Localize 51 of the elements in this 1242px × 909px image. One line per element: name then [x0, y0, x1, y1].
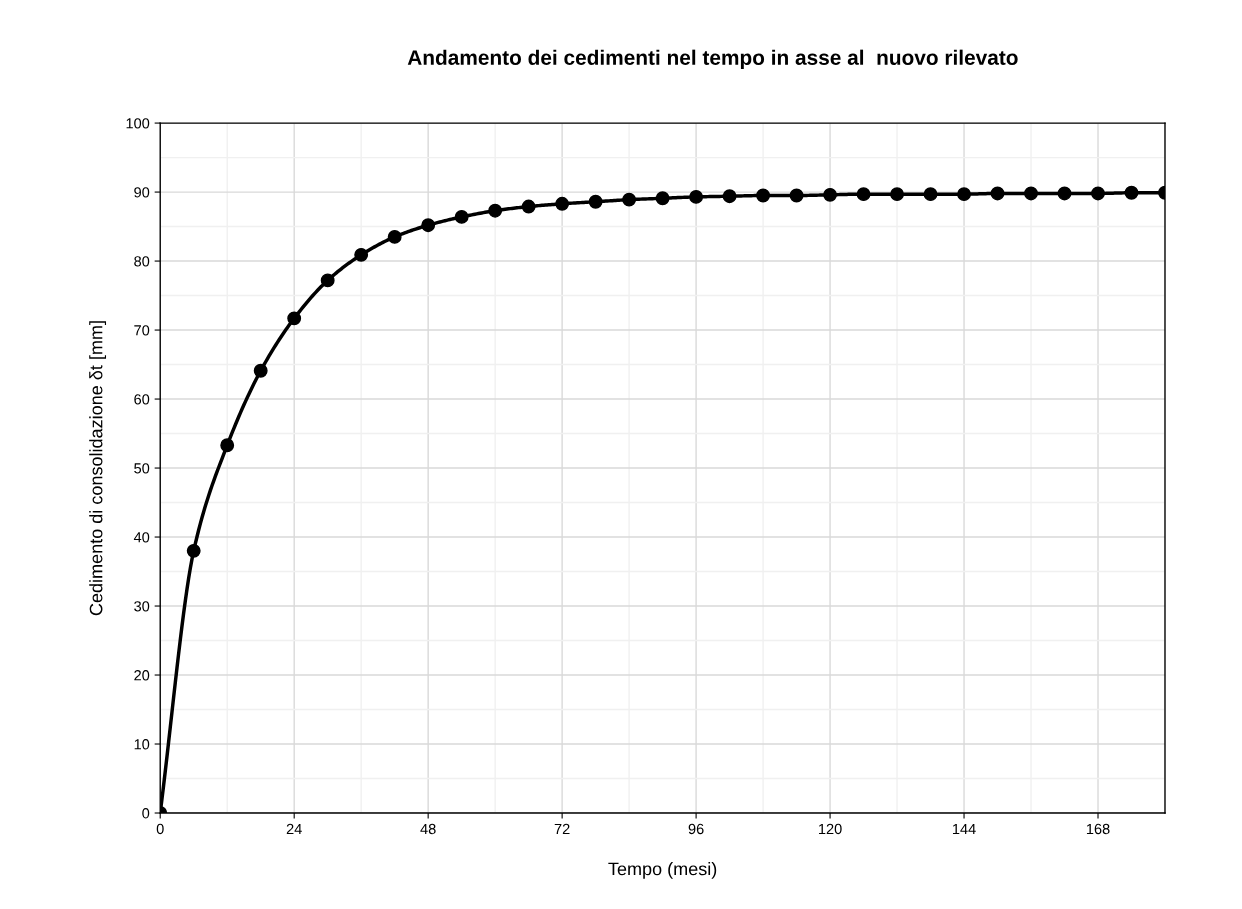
point [588, 194, 603, 209]
point [1024, 186, 1038, 201]
point [1091, 186, 1105, 201]
point [823, 187, 838, 202]
x-tick-label: 72 [554, 823, 570, 834]
point [689, 189, 704, 204]
point [354, 247, 369, 262]
point [287, 311, 302, 326]
point [220, 438, 235, 453]
x-tick-label: 120 [819, 823, 842, 835]
y-tick-label: 0 [142, 808, 150, 819]
point [655, 191, 670, 206]
point [622, 192, 637, 207]
point [488, 203, 503, 218]
y-tick-label: 90 [134, 187, 150, 198]
point [421, 218, 436, 233]
y-tick-label: 60 [134, 394, 150, 405]
y-tick-label: 80 [134, 256, 150, 267]
point [1057, 186, 1072, 201]
x-tick-label: 24 [286, 823, 302, 834]
point [320, 273, 335, 288]
point [789, 188, 804, 203]
point [923, 187, 938, 202]
point [186, 543, 201, 558]
x-tick-label: 144 [952, 823, 976, 834]
y-tick-label: 50 [134, 463, 150, 474]
x-axis-title: Tempo (mesi) [608, 862, 717, 879]
y-tick-label: 20 [134, 670, 150, 681]
point [521, 199, 536, 214]
x-tick-label: 168 [1086, 823, 1110, 835]
point [957, 187, 971, 202]
point [722, 189, 737, 204]
point [454, 209, 469, 224]
y-tick-label: 70 [134, 325, 150, 336]
point [555, 196, 570, 211]
y-axis-title: Cedimento di consolidazione δt [mm] [89, 321, 107, 616]
y-tick-label: 100 [126, 118, 150, 129]
point [1124, 185, 1139, 200]
point [253, 363, 268, 378]
point [756, 188, 771, 203]
y-tick-label: 30 [134, 601, 150, 612]
point [990, 186, 1005, 201]
point [856, 187, 871, 202]
point [890, 187, 905, 202]
x-tick-label: 0 [156, 823, 164, 835]
x-tick-label: 96 [688, 823, 704, 835]
chart-title: Andamento dei cedimenti nel tempo in asse al nuovo rilevato [407, 49, 1018, 70]
x-tick-label: 48 [420, 823, 436, 835]
y-tick-label: 10 [134, 739, 150, 750]
point [387, 229, 402, 244]
y-tick-label: 40 [133, 532, 150, 543]
